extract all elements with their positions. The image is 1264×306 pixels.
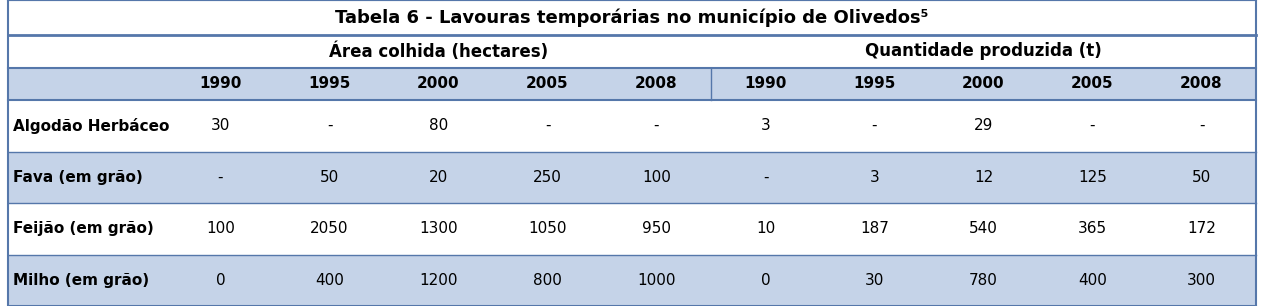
Text: 2008: 2008: [636, 76, 678, 91]
Text: -: -: [217, 170, 224, 185]
Text: 10: 10: [756, 221, 775, 236]
Text: 250: 250: [533, 170, 562, 185]
Text: 780: 780: [969, 273, 999, 288]
Text: 3: 3: [870, 170, 880, 185]
Text: 100: 100: [642, 170, 671, 185]
Text: 80: 80: [428, 118, 449, 133]
Text: 2050: 2050: [310, 221, 349, 236]
Text: -: -: [1090, 118, 1095, 133]
Text: 100: 100: [206, 221, 235, 236]
Text: -: -: [762, 170, 769, 185]
Bar: [8, 100, 1256, 151]
Text: Quantidade produzida (t): Quantidade produzida (t): [865, 43, 1102, 61]
Text: 50: 50: [320, 170, 339, 185]
Text: Algodão Herbáceo: Algodão Herbáceo: [13, 118, 169, 134]
Text: 29: 29: [973, 118, 994, 133]
Text: 50: 50: [1192, 170, 1211, 185]
Text: 2000: 2000: [417, 76, 460, 91]
Text: 300: 300: [1187, 273, 1216, 288]
Text: 1995: 1995: [308, 76, 350, 91]
Text: 2005: 2005: [1071, 76, 1114, 91]
Bar: [8, 255, 1256, 306]
Text: -: -: [545, 118, 550, 133]
Text: 187: 187: [860, 221, 889, 236]
Text: 400: 400: [1078, 273, 1107, 288]
Text: 172: 172: [1187, 221, 1216, 236]
Text: 1990: 1990: [744, 76, 786, 91]
Bar: [8, 35, 1256, 68]
Text: Feijão (em grão): Feijão (em grão): [13, 221, 154, 236]
Text: -: -: [872, 118, 877, 133]
Text: 30: 30: [211, 118, 230, 133]
Text: 950: 950: [642, 221, 671, 236]
Text: -: -: [653, 118, 660, 133]
Text: 1050: 1050: [528, 221, 566, 236]
Text: -: -: [327, 118, 332, 133]
Text: 1000: 1000: [637, 273, 676, 288]
Text: 1200: 1200: [420, 273, 458, 288]
Bar: [8, 0, 1256, 35]
Text: Milho (em grão): Milho (em grão): [13, 273, 149, 288]
Text: 1995: 1995: [853, 76, 896, 91]
Text: 2000: 2000: [962, 76, 1005, 91]
Bar: [8, 68, 1256, 100]
Text: 30: 30: [865, 273, 885, 288]
Text: 20: 20: [428, 170, 449, 185]
Text: 2008: 2008: [1181, 76, 1222, 91]
Text: 2005: 2005: [526, 76, 569, 91]
Text: 0: 0: [761, 273, 770, 288]
Text: Tabela 6 - Lavouras temporárias no município de Olivedos⁵: Tabela 6 - Lavouras temporárias no munic…: [335, 8, 929, 27]
Text: Fava (em grão): Fava (em grão): [13, 170, 143, 185]
Text: 3: 3: [761, 118, 770, 133]
Text: 365: 365: [1078, 221, 1107, 236]
Text: 1990: 1990: [200, 76, 241, 91]
Bar: [8, 151, 1256, 203]
Text: 800: 800: [533, 273, 562, 288]
Text: 12: 12: [973, 170, 994, 185]
Text: 125: 125: [1078, 170, 1107, 185]
Text: 0: 0: [216, 273, 225, 288]
Bar: [8, 203, 1256, 255]
Text: 400: 400: [315, 273, 344, 288]
Text: 1300: 1300: [420, 221, 458, 236]
Text: 540: 540: [969, 221, 999, 236]
Text: -: -: [1198, 118, 1205, 133]
Text: Área colhida (hectares): Área colhida (hectares): [329, 42, 549, 61]
